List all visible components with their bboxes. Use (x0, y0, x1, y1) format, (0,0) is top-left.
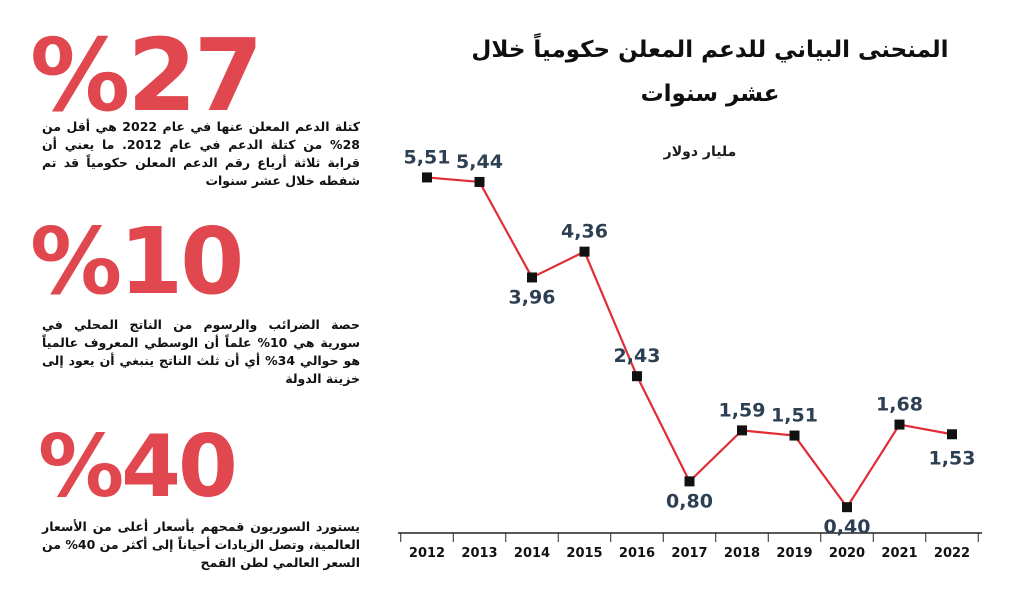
chart-unit: مليار دولار (663, 144, 737, 160)
data-label: 1,51 (771, 405, 818, 427)
data-point (632, 371, 642, 382)
x-tick-label: 2020 (829, 546, 865, 561)
x-tick-label: 2021 (881, 546, 917, 561)
stat-text-3: يستورد السوريون قمحهم بأسعار أعلى من الأ… (42, 519, 360, 570)
stat-text-2: حصة الضرائب والرسوم من الناتج المحلي في … (42, 317, 360, 386)
x-tick-label: 2015 (566, 546, 602, 561)
stat-number-2: %10 (30, 208, 244, 315)
data-label: 5,44 (456, 151, 503, 173)
data-point (579, 246, 590, 257)
stat-number-3: %40 (38, 417, 238, 517)
x-tick-label: 2018 (724, 546, 760, 561)
stat-text-1: كتلة الدعم المعلن عنها في عام 2022 هي أق… (42, 119, 360, 188)
data-point (789, 430, 800, 441)
x-tick-label: 2016 (619, 546, 655, 561)
x-tick-label: 2019 (776, 546, 812, 561)
data-label: 1,68 (876, 394, 923, 416)
data-label: 5,51 (404, 146, 451, 168)
x-tick-label: 2014 (514, 546, 550, 561)
x-tick-label: 2012 (409, 546, 445, 561)
data-point (842, 502, 852, 513)
stat-number-1: %27 (30, 17, 263, 134)
chart-title: المنحنى البياني للدعم المعلن حكومياً خلا… (471, 37, 949, 107)
data-point (684, 476, 695, 487)
x-tick-label: 2022 (934, 546, 970, 561)
data-point (527, 272, 537, 283)
x-tick-label: 2013 (461, 546, 497, 561)
data-label: 4,36 (561, 221, 608, 243)
data-label: 0,80 (666, 490, 713, 512)
data-label: 2,43 (614, 345, 661, 367)
data-point (894, 419, 905, 430)
series-line (426, 176, 953, 510)
data-label: 0,40 (824, 516, 871, 538)
x-tick-label: 2017 (671, 546, 707, 561)
data-label: 1,59 (719, 399, 766, 421)
data-label: 3,96 (509, 286, 556, 308)
data-label: 1,53 (929, 447, 976, 469)
data-point (737, 425, 747, 436)
data-point (947, 429, 957, 440)
data-point (474, 176, 485, 187)
data-point (422, 172, 432, 183)
